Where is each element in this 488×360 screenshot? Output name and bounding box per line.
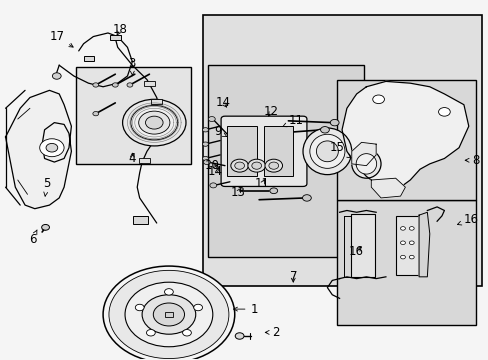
Circle shape: [146, 329, 155, 336]
Circle shape: [127, 83, 133, 87]
Circle shape: [320, 127, 329, 133]
Bar: [133, 216, 148, 224]
Circle shape: [112, 83, 118, 87]
Circle shape: [247, 159, 265, 172]
Text: 13: 13: [230, 186, 245, 199]
Circle shape: [202, 156, 208, 161]
Circle shape: [203, 159, 210, 165]
Bar: [395, 216, 419, 275]
Circle shape: [93, 83, 99, 87]
Circle shape: [269, 188, 277, 194]
Circle shape: [230, 159, 248, 172]
Bar: [264, 126, 293, 176]
Circle shape: [139, 111, 169, 134]
Bar: [139, 158, 150, 163]
Text: 16: 16: [348, 245, 364, 258]
Ellipse shape: [355, 154, 376, 174]
Circle shape: [400, 226, 405, 230]
Text: 4: 4: [128, 152, 136, 165]
Circle shape: [125, 282, 212, 347]
Text: 17: 17: [49, 30, 73, 47]
FancyBboxPatch shape: [221, 116, 306, 186]
Text: 11: 11: [282, 114, 303, 127]
Circle shape: [408, 241, 413, 244]
Circle shape: [135, 304, 144, 311]
Circle shape: [142, 295, 195, 334]
Circle shape: [103, 266, 234, 360]
Circle shape: [302, 195, 311, 201]
Circle shape: [400, 241, 405, 244]
Bar: [151, 118, 162, 123]
Bar: [227, 126, 256, 176]
Polygon shape: [341, 81, 468, 193]
Text: 7: 7: [289, 270, 296, 283]
Bar: [207, 65, 363, 257]
Ellipse shape: [351, 149, 380, 178]
Circle shape: [209, 183, 216, 188]
Bar: [151, 99, 162, 104]
Text: 5: 5: [43, 177, 51, 196]
Circle shape: [93, 112, 99, 116]
Circle shape: [234, 162, 244, 169]
Circle shape: [251, 162, 261, 169]
Text: 15: 15: [329, 141, 350, 158]
Text: 9: 9: [213, 125, 226, 138]
Polygon shape: [418, 212, 429, 277]
Text: 2: 2: [264, 326, 279, 339]
Bar: [336, 200, 475, 325]
Text: 8: 8: [464, 154, 479, 167]
Circle shape: [408, 226, 413, 230]
Circle shape: [109, 270, 228, 359]
Circle shape: [164, 289, 173, 295]
Circle shape: [330, 120, 338, 126]
Bar: [203, 15, 481, 286]
Circle shape: [372, 95, 384, 104]
Circle shape: [400, 255, 405, 259]
Polygon shape: [344, 216, 350, 277]
Text: 12: 12: [264, 105, 278, 118]
Circle shape: [264, 159, 282, 172]
Circle shape: [40, 139, 64, 157]
Circle shape: [268, 162, 278, 169]
Circle shape: [153, 303, 184, 326]
Bar: [110, 35, 121, 40]
Circle shape: [202, 128, 208, 132]
Text: 14: 14: [207, 165, 223, 177]
Ellipse shape: [303, 128, 351, 175]
Text: 11: 11: [255, 177, 269, 190]
Circle shape: [145, 116, 163, 129]
Circle shape: [46, 143, 58, 152]
Text: 10: 10: [204, 159, 219, 172]
Ellipse shape: [316, 141, 338, 162]
Bar: [336, 80, 475, 200]
Text: 14: 14: [216, 96, 230, 109]
Bar: [164, 312, 172, 318]
Polygon shape: [351, 142, 375, 166]
Circle shape: [235, 333, 244, 339]
Text: 1: 1: [233, 303, 258, 316]
Circle shape: [208, 117, 215, 122]
Circle shape: [202, 142, 208, 146]
Text: 16: 16: [457, 213, 478, 226]
Bar: [144, 81, 155, 86]
Ellipse shape: [309, 134, 344, 168]
Circle shape: [41, 225, 49, 230]
Polygon shape: [370, 178, 405, 198]
Bar: [350, 214, 374, 277]
Text: 6: 6: [29, 230, 37, 246]
Circle shape: [193, 304, 202, 311]
Text: 3: 3: [128, 57, 136, 76]
Circle shape: [182, 329, 191, 336]
Circle shape: [408, 255, 413, 259]
Circle shape: [122, 99, 185, 146]
Circle shape: [131, 105, 177, 140]
Polygon shape: [5, 90, 71, 209]
Bar: [76, 67, 190, 164]
Circle shape: [438, 108, 449, 116]
Bar: [83, 56, 94, 60]
Circle shape: [52, 73, 61, 79]
Text: 18: 18: [113, 23, 127, 36]
